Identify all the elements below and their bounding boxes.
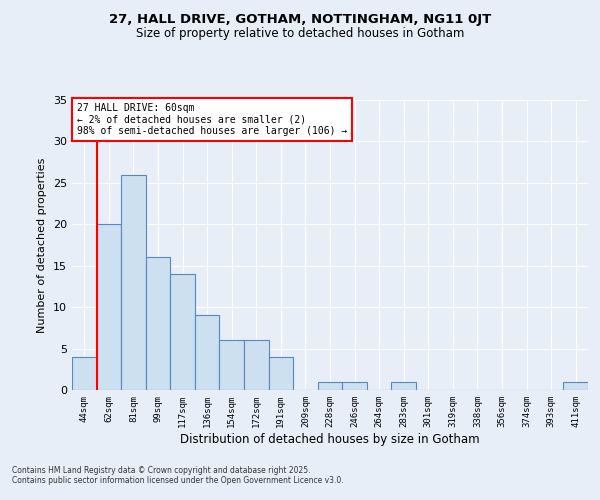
- Bar: [342, 382, 367, 390]
- Bar: [195, 316, 220, 390]
- Bar: [318, 382, 342, 390]
- Text: 27 HALL DRIVE: 60sqm
← 2% of detached houses are smaller (2)
98% of semi-detache: 27 HALL DRIVE: 60sqm ← 2% of detached ho…: [77, 103, 347, 136]
- Text: Size of property relative to detached houses in Gotham: Size of property relative to detached ho…: [136, 28, 464, 40]
- Bar: [97, 224, 121, 390]
- Text: 27, HALL DRIVE, GOTHAM, NOTTINGHAM, NG11 0JT: 27, HALL DRIVE, GOTHAM, NOTTINGHAM, NG11…: [109, 12, 491, 26]
- Bar: [72, 357, 97, 390]
- Bar: [220, 340, 244, 390]
- Y-axis label: Number of detached properties: Number of detached properties: [37, 158, 47, 332]
- Bar: [121, 174, 146, 390]
- Bar: [391, 382, 416, 390]
- X-axis label: Distribution of detached houses by size in Gotham: Distribution of detached houses by size …: [180, 432, 480, 446]
- Bar: [244, 340, 269, 390]
- Bar: [563, 382, 588, 390]
- Bar: [269, 357, 293, 390]
- Bar: [146, 258, 170, 390]
- Text: Contains HM Land Registry data © Crown copyright and database right 2025.
Contai: Contains HM Land Registry data © Crown c…: [12, 466, 344, 485]
- Bar: [170, 274, 195, 390]
